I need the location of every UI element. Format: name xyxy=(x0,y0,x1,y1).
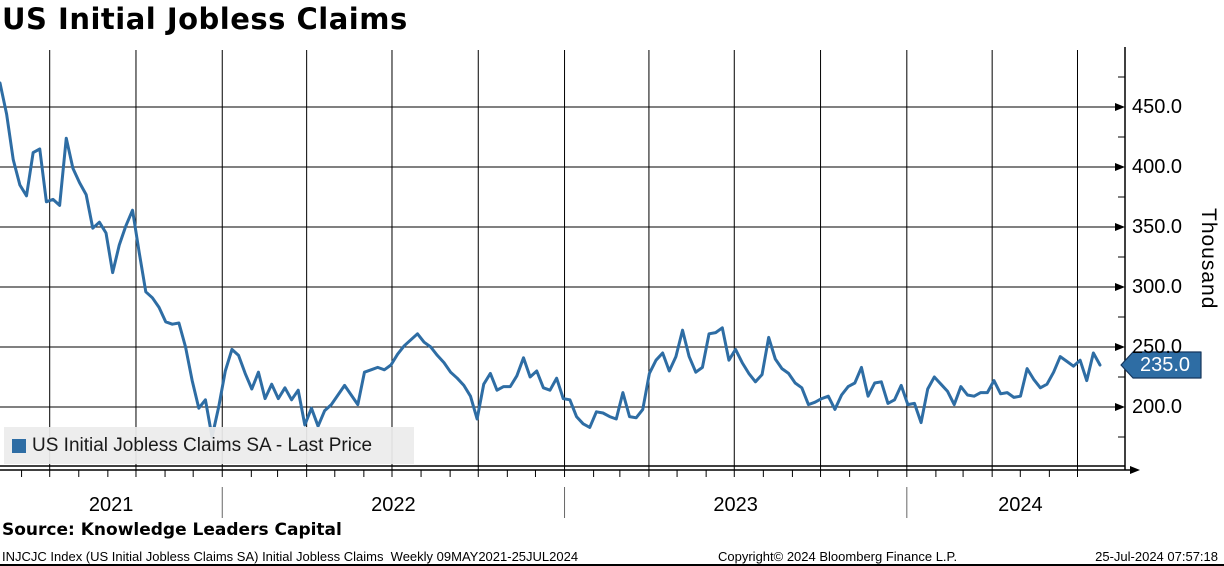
y-axis-tick-label: 250.0 xyxy=(1132,336,1183,358)
legend-swatch-icon xyxy=(12,438,26,453)
legend: US Initial Jobless Claims SA - Last Pric… xyxy=(4,427,414,464)
y-axis-tick-label: 350.0 xyxy=(1132,216,1183,238)
axis-arrow-icon xyxy=(1115,403,1125,411)
y-axis-unit-label: Thousand xyxy=(1197,208,1220,310)
x-axis-year-label: 2022 xyxy=(371,494,416,516)
footer-strip: INJCJC Index (US Initial Jobless Claims … xyxy=(0,549,1224,565)
legend-label: US Initial Jobless Claims SA - Last Pric… xyxy=(32,434,373,456)
y-axis-tick-label: 400.0 xyxy=(1132,156,1183,178)
source-line: Source: Knowledge Leaders Capital xyxy=(2,520,342,540)
bottom-border xyxy=(0,564,1224,566)
last-price-flag xyxy=(1120,351,1202,379)
footer-security-info: INJCJC Index (US Initial Jobless Claims … xyxy=(2,549,579,564)
footer-copyright: Copyright© 2024 Bloomberg Finance L.P. xyxy=(718,549,958,564)
axis-arrow-icon xyxy=(1115,283,1125,291)
y-axis-tick-label: 300.0 xyxy=(1132,276,1183,298)
price-line-chart[interactable] xyxy=(0,0,1224,540)
axis-arrow-icon xyxy=(1115,103,1125,111)
x-axis-year-label: 2021 xyxy=(88,494,134,516)
axis-arrow-icon xyxy=(1115,223,1125,231)
y-axis-tick-label: 450.0 xyxy=(1132,96,1183,118)
chart-title: US Initial Jobless Claims xyxy=(2,2,408,36)
axis-arrow-icon xyxy=(1115,163,1125,171)
y-axis-tick-label: 200.0 xyxy=(1132,396,1183,418)
last-price-badge: 235.0 xyxy=(1139,354,1191,376)
axis-arrow-icon xyxy=(1115,343,1125,351)
jobless-claims-line xyxy=(0,81,1102,439)
footer-timestamp: 25-Jul-2024 07:57:18 xyxy=(1095,549,1218,564)
x-axis-year-label: 2024 xyxy=(998,494,1043,516)
x-axis-year-label: 2023 xyxy=(713,494,758,516)
axis-arrow-icon xyxy=(1130,466,1140,474)
